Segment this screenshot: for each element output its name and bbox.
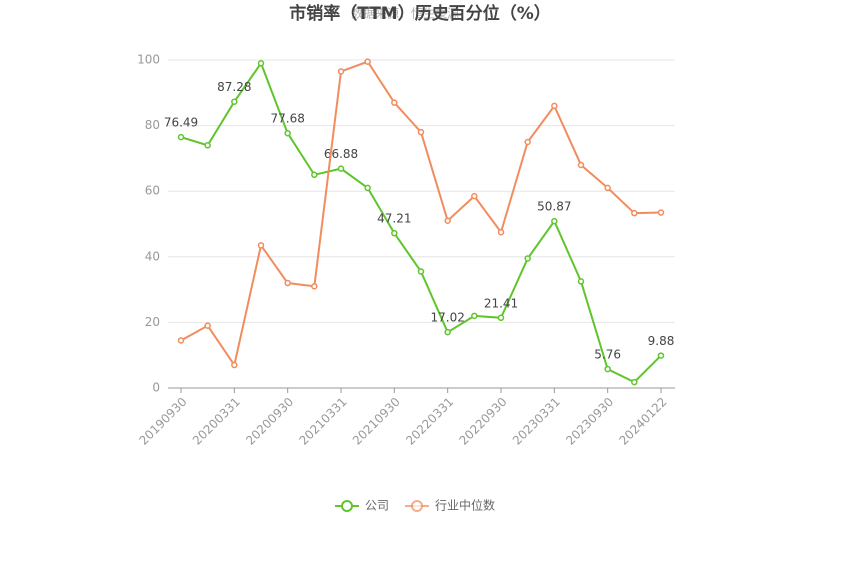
point <box>337 165 345 172</box>
point <box>177 133 185 141</box>
point <box>391 229 398 237</box>
x-tick-label: 20200930 <box>243 395 296 448</box>
value-label: 50.87 <box>537 200 571 214</box>
point <box>524 138 531 146</box>
chart-subtitle: 数据来源：恒生聚源 <box>351 6 459 21</box>
x-tick-label: 20190930 <box>137 395 190 448</box>
point <box>417 268 425 275</box>
point <box>177 337 185 344</box>
x-tick-label: 20210930 <box>350 395 403 448</box>
x-tick-label: 20240122 <box>617 395 670 448</box>
point <box>257 60 265 67</box>
y-tick-label: 0 <box>152 381 160 395</box>
point <box>497 228 505 236</box>
point <box>577 278 585 285</box>
point <box>311 171 318 179</box>
point <box>657 209 665 216</box>
point <box>657 352 665 359</box>
point <box>231 98 238 105</box>
point <box>391 99 398 106</box>
point <box>604 184 611 192</box>
point <box>204 142 211 149</box>
point <box>471 192 478 200</box>
point <box>284 129 291 137</box>
value-label: 76.49 <box>164 116 198 130</box>
value-label: 77.68 <box>270 112 304 126</box>
point <box>337 68 345 75</box>
point <box>204 322 211 329</box>
point <box>631 209 638 217</box>
legend-marker <box>411 500 423 512</box>
point <box>577 161 585 169</box>
point <box>284 279 291 287</box>
y-tick-label: 20 <box>145 315 160 329</box>
x-tick-label: 20230930 <box>563 395 616 448</box>
value-label: 47.21 <box>377 212 411 226</box>
x-tick-label: 20220930 <box>457 395 510 448</box>
point <box>311 283 318 290</box>
line <box>180 61 662 384</box>
legend-item: 行业中位数 <box>405 498 495 513</box>
value-label: 87.28 <box>217 80 251 94</box>
point <box>551 102 558 110</box>
point <box>231 361 238 369</box>
point <box>444 328 451 336</box>
point <box>551 217 558 225</box>
legend-item: 公司 <box>335 499 389 513</box>
legend-label: 公司 <box>365 499 389 513</box>
point <box>631 378 638 386</box>
point <box>444 217 451 224</box>
point <box>364 58 371 65</box>
y-tick-label: 60 <box>145 184 160 198</box>
point <box>417 128 425 136</box>
point <box>604 365 611 373</box>
x-tick-label: 20200331 <box>190 395 243 448</box>
y-tick-label: 40 <box>145 249 160 263</box>
point <box>257 242 265 249</box>
value-label: 66.88 <box>324 147 358 161</box>
y-tick-label: 80 <box>145 118 160 132</box>
y-tick-label: 100 <box>137 53 160 67</box>
legend-label: 行业中位数 <box>435 498 495 513</box>
value-label: 17.02 <box>430 311 464 325</box>
point <box>364 184 371 192</box>
value-label: 21.41 <box>484 296 518 310</box>
value-label: 5.76 <box>594 348 621 362</box>
line <box>180 60 662 368</box>
legend-marker <box>341 500 353 512</box>
x-tick-label: 20210331 <box>297 395 350 448</box>
value-label: 9.88 <box>648 334 675 348</box>
chart-title: 市销率（TTM）历史百分位（%） <box>289 3 551 24</box>
point <box>497 314 505 322</box>
x-tick-label: 20220331 <box>403 395 456 448</box>
point <box>524 255 531 262</box>
x-tick-label: 20230331 <box>510 395 563 448</box>
point <box>471 312 478 320</box>
